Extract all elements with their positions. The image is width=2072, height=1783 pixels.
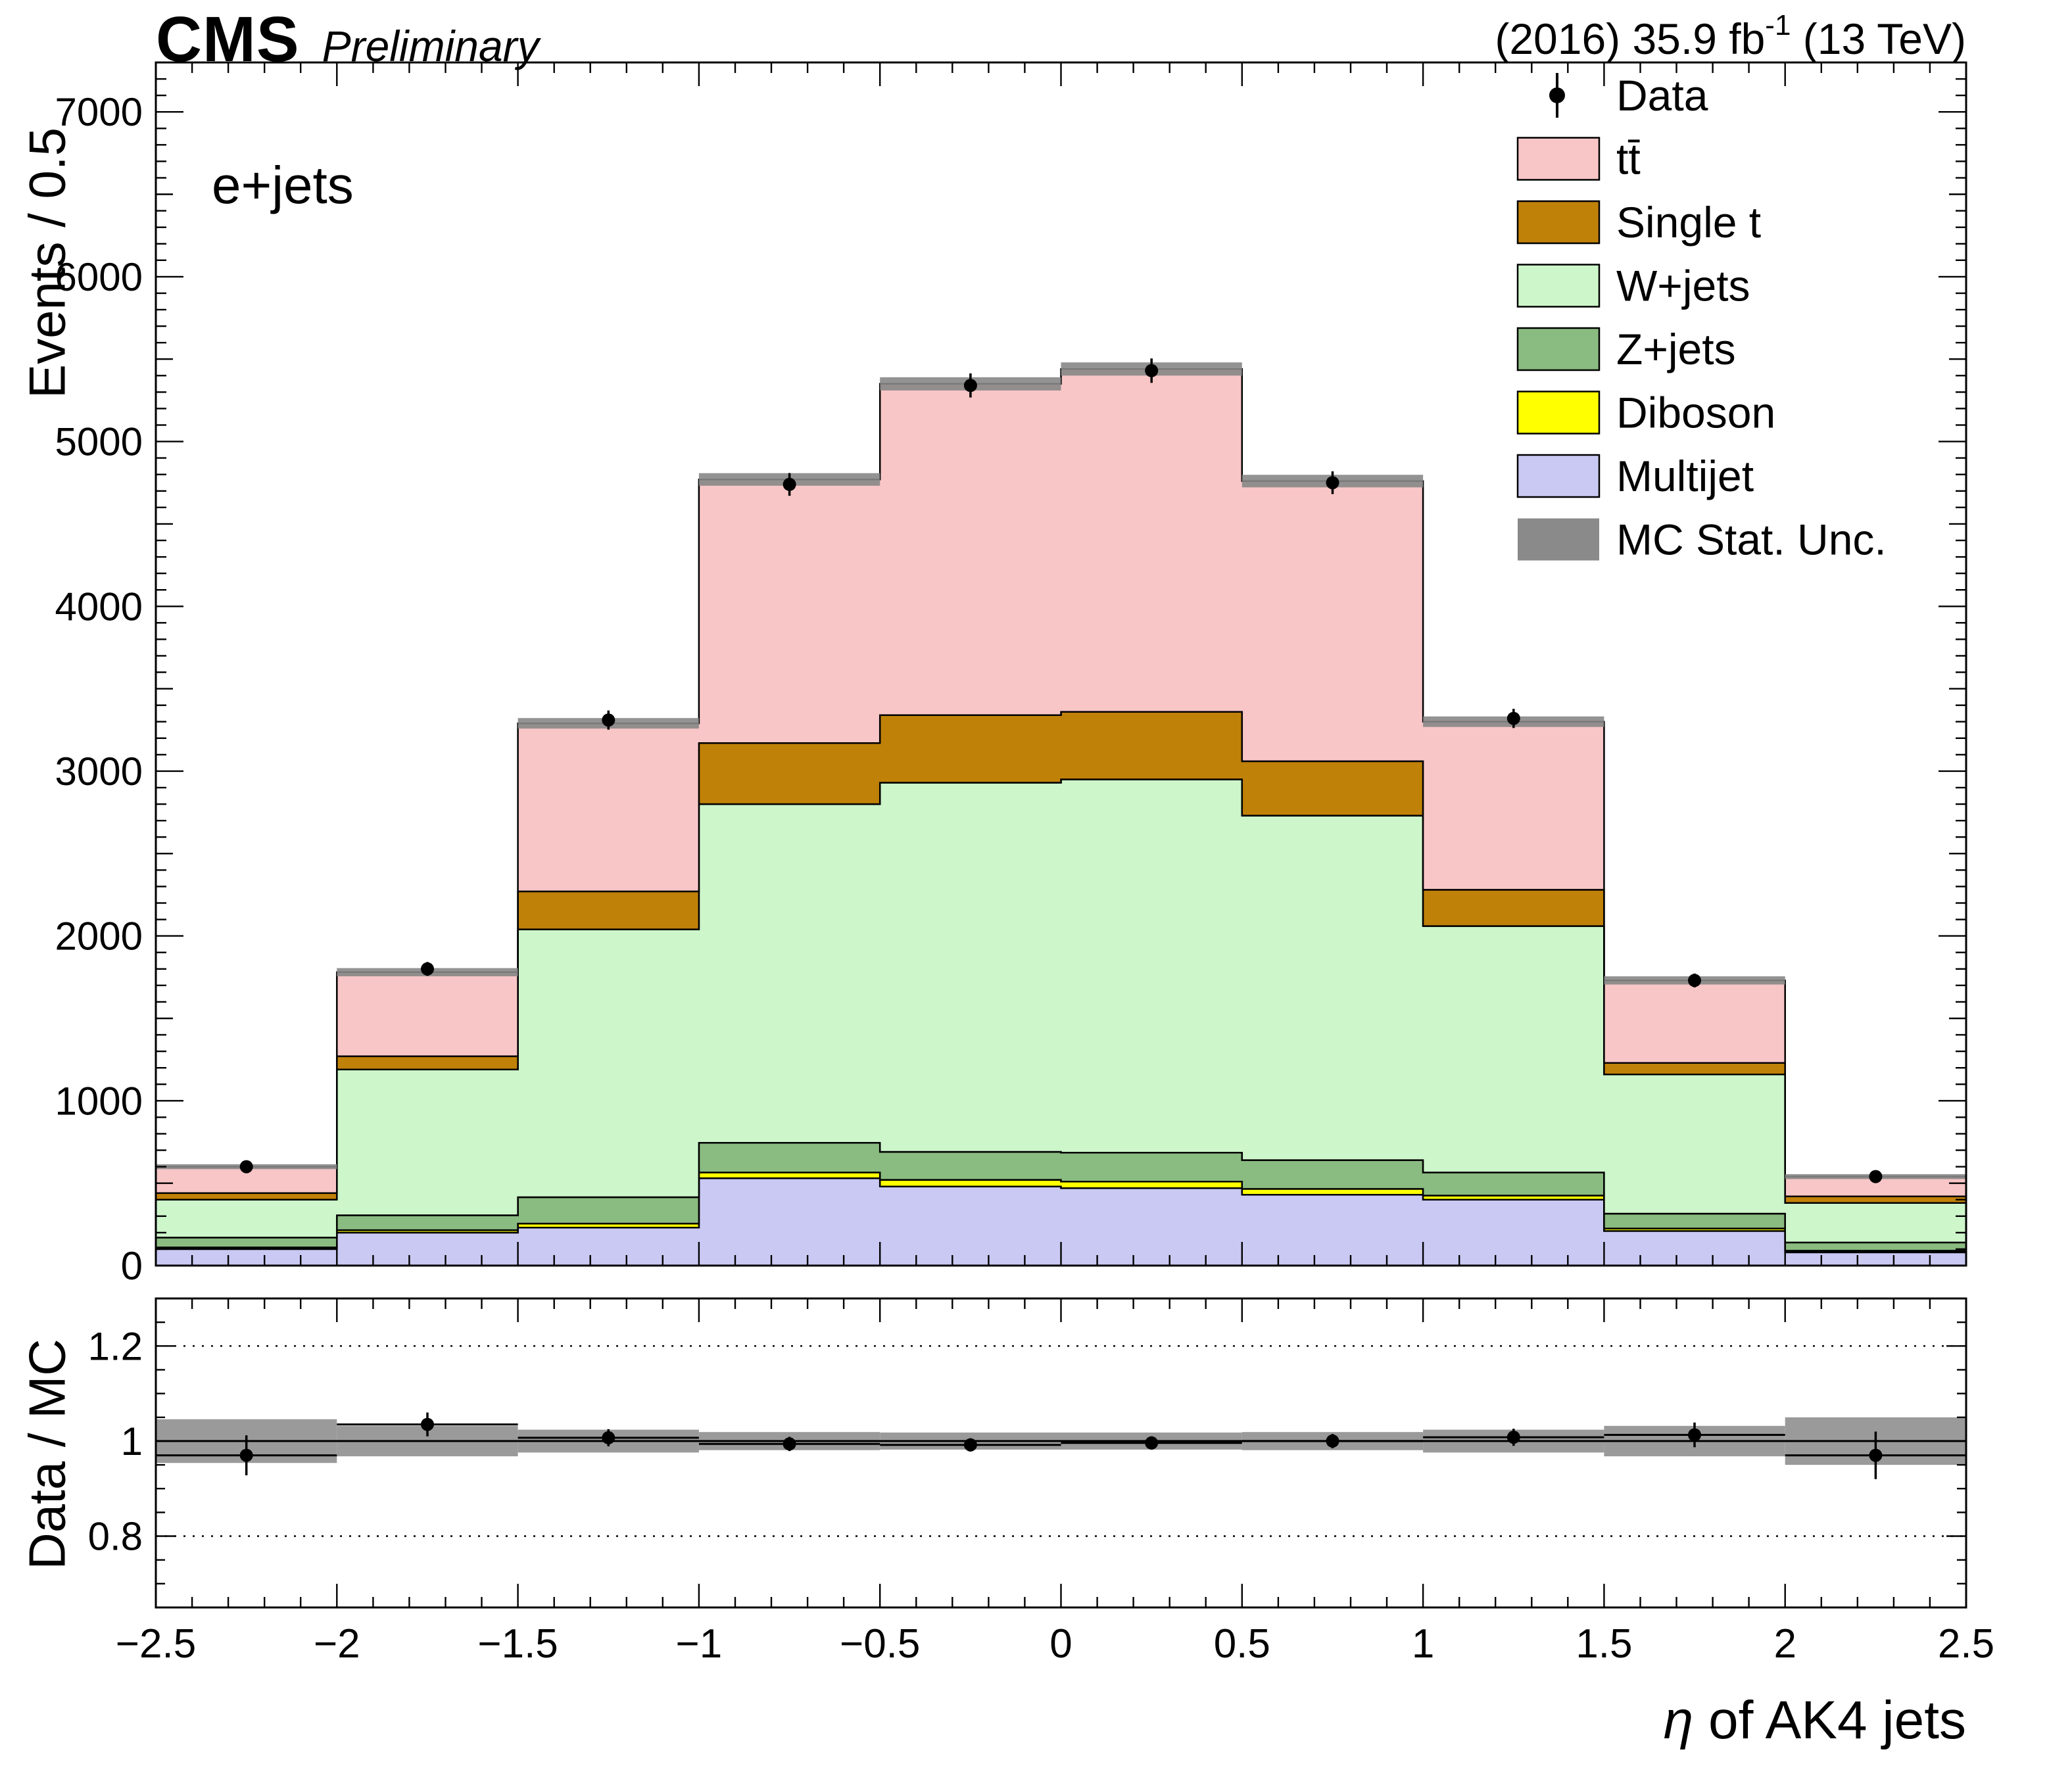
- axis-ticks: [155, 61, 1967, 1609]
- legend-item-multijet: Multijet: [1516, 452, 1754, 500]
- legend-swatch: [1516, 264, 1601, 308]
- stacked-histogram: [155, 368, 1967, 1267]
- data-point: [963, 379, 977, 392]
- x-tick-label: 0: [1049, 1621, 1072, 1667]
- legend: Data tt̄ Single t W+jets Z+jets Diboson Multij…: [1516, 71, 1887, 564]
- ratio-tick-label: 0.8: [88, 1515, 143, 1559]
- ratio-points: [156, 1412, 1966, 1479]
- data-point: [1688, 974, 1701, 987]
- x-tick-label: −0.5: [840, 1621, 920, 1667]
- legend-label: Multijet: [1616, 452, 1754, 500]
- data-point: [1506, 711, 1520, 725]
- ratio-point: [421, 1417, 434, 1431]
- data-point: [1145, 364, 1159, 377]
- ratio-point: [239, 1448, 253, 1462]
- legend-label: Single t: [1616, 198, 1761, 247]
- ratio-point: [1869, 1448, 1883, 1462]
- y-tick-label: 1000: [55, 1079, 143, 1123]
- ratio-point: [602, 1431, 615, 1444]
- legend-label: MC Stat. Unc.: [1616, 515, 1887, 564]
- ratio-point: [1326, 1434, 1339, 1448]
- y-tick-label: 7000: [55, 90, 143, 134]
- y-tick-label: 5000: [55, 420, 143, 464]
- legend-item-ttbar: tt̄: [1516, 135, 1641, 183]
- legend-label: Z+jets: [1616, 325, 1736, 373]
- ratio-tick-label: 1.2: [88, 1324, 143, 1368]
- x-tick-label: 2.5: [1938, 1621, 1994, 1667]
- y-tick-label: 4000: [55, 584, 143, 629]
- legend-item-data: Data: [1549, 71, 1708, 120]
- x-tick-label: 1: [1412, 1621, 1434, 1667]
- x-tick-label: −1: [676, 1621, 723, 1667]
- data-point: [602, 713, 615, 727]
- data-point: [421, 962, 434, 976]
- ratio-tick-label: 1: [121, 1419, 143, 1463]
- data-point: [1326, 476, 1339, 490]
- legend-label: tt̄: [1616, 135, 1641, 183]
- x-axis-title: η of AK4 jets: [1664, 1690, 1966, 1751]
- x-tick-label: 0.5: [1214, 1621, 1270, 1667]
- data-point: [1869, 1170, 1883, 1183]
- legend-swatch: [1516, 454, 1601, 498]
- legend-item-mcstat: MC Stat. Unc.: [1518, 515, 1887, 564]
- ratio-point: [963, 1438, 977, 1452]
- lumi-prefix: (2016) 35.9 fb: [1495, 14, 1766, 63]
- data-point: [239, 1160, 253, 1174]
- data-point: [783, 477, 796, 491]
- legend-item-zjets: Z+jets: [1516, 325, 1736, 373]
- y-tick-label: 2000: [55, 915, 143, 959]
- legend-marker-icon: [1549, 87, 1565, 103]
- legend-swatch: [1516, 391, 1601, 435]
- legend-item-diboson: Diboson: [1516, 389, 1775, 437]
- x-axis-title-text: of AK4 jets: [1693, 1690, 1966, 1750]
- legend-item-singlet: Single t: [1516, 198, 1761, 247]
- ratio-y-tick-labels: 0.8 1 1.2: [88, 1324, 143, 1558]
- lumi-suffix: (13 TeV): [1791, 14, 1966, 63]
- legend-label: Diboson: [1616, 389, 1775, 437]
- x-tick-label: −2.5: [116, 1621, 196, 1667]
- y-tick-label: 6000: [55, 255, 143, 299]
- ratio-guide-lines: [156, 1345, 1966, 1537]
- legend-swatch: [1516, 327, 1601, 371]
- ratio-point: [1506, 1431, 1520, 1444]
- legend-label: Data: [1616, 71, 1708, 120]
- lumi-exponent: -1: [1765, 9, 1791, 41]
- data-points: [239, 358, 1883, 1183]
- x-tick-label: 2: [1773, 1621, 1796, 1667]
- x-tick-labels: −2.5 −2 −1.5 −1 −0.5 0 0.5 1 1.5 2 2.5: [116, 1621, 1994, 1667]
- ratio-point: [783, 1437, 796, 1451]
- channel-label: e+jets: [212, 156, 354, 214]
- ratio-point: [1688, 1428, 1701, 1442]
- luminosity-label: (2016) 35.9 fb-1 (13 TeV): [1495, 9, 1966, 64]
- x-tick-label: −2: [314, 1621, 360, 1667]
- y-tick-label: 3000: [55, 749, 143, 794]
- ratio-point: [1145, 1436, 1159, 1450]
- legend-swatch: [1516, 137, 1601, 181]
- x-tick-label: 1.5: [1576, 1621, 1632, 1667]
- main-y-tick-labels: 0 1000 2000 3000 4000 5000 6000 7000: [55, 90, 143, 1288]
- y-tick-label: 0: [121, 1244, 143, 1288]
- x-tick-label: −1.5: [477, 1621, 558, 1667]
- legend-swatch: [1516, 200, 1601, 245]
- eta-symbol: η: [1663, 1690, 1694, 1750]
- legend-swatch: [1518, 518, 1599, 561]
- legend-label: W+jets: [1616, 262, 1750, 310]
- legend-item-wjets: W+jets: [1516, 262, 1750, 310]
